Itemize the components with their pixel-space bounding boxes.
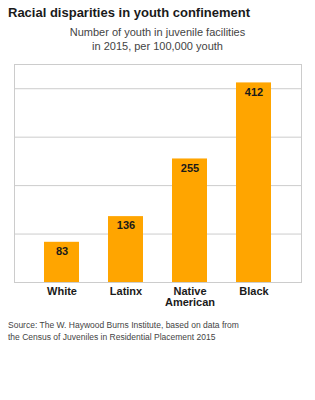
svg-text:255: 255 — [181, 162, 199, 174]
svg-text:412: 412 — [245, 86, 263, 98]
svg-text:136: 136 — [117, 220, 135, 232]
svg-text:Latinx: Latinx — [110, 286, 143, 298]
svg-text:NativeAmerican: NativeAmerican — [165, 286, 215, 309]
html-text:Racial disparities in youth co: Racial disparities in youth confinement — [8, 5, 250, 20]
svg-text:Black: Black — [239, 286, 269, 298]
svg-text:White: White — [47, 286, 77, 298]
html-text:Source: The W. Haywood Burns I: Source: The W. Haywood Burns Institute, … — [8, 320, 239, 342]
html-text:Number of youth in juvenile fa: Number of youth in juvenile facilities i… — [69, 25, 246, 53]
svg-text:83: 83 — [56, 245, 68, 257]
